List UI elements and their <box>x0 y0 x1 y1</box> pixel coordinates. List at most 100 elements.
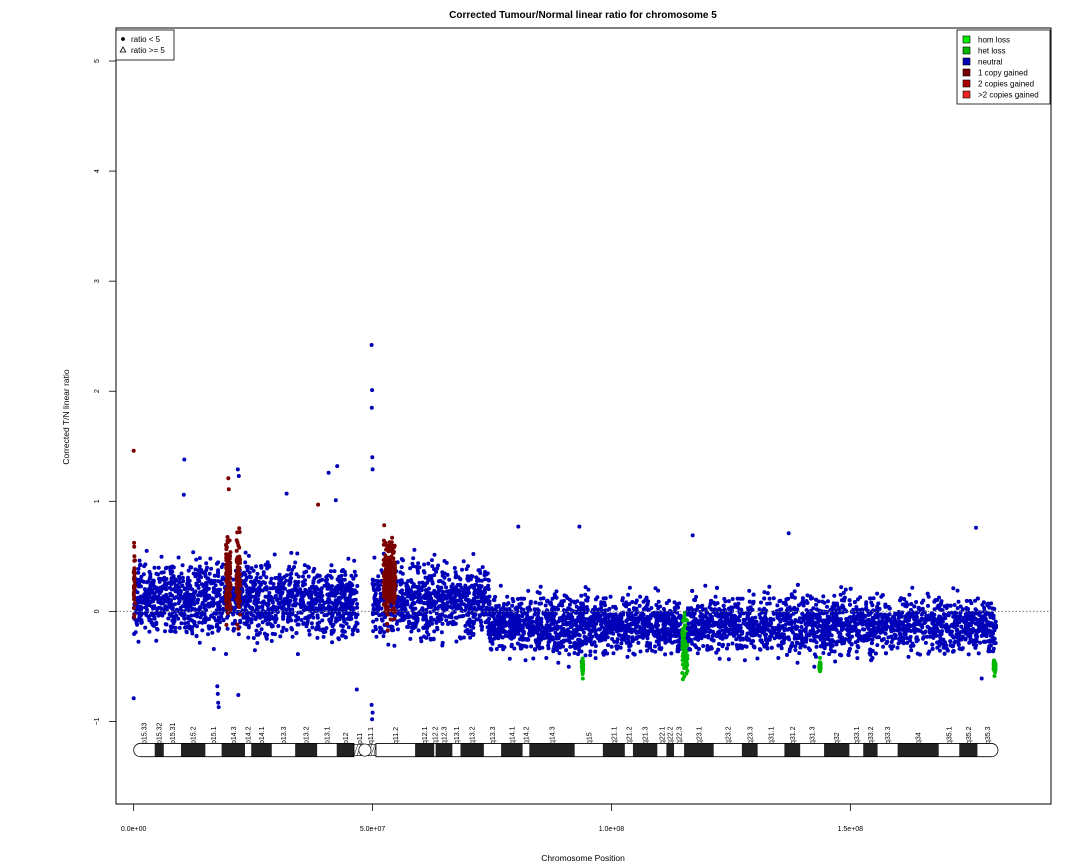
data-point <box>479 578 484 583</box>
data-point <box>653 644 657 649</box>
data-point <box>672 615 677 620</box>
data-point <box>468 604 473 609</box>
data-point <box>263 594 268 599</box>
data-point <box>895 645 900 650</box>
data-point <box>581 618 585 623</box>
data-point <box>622 631 627 636</box>
data-point <box>556 607 561 612</box>
data-point <box>396 627 400 632</box>
data-point <box>322 601 327 605</box>
data-point <box>376 587 381 592</box>
data-point <box>197 620 202 625</box>
data-point <box>145 580 149 585</box>
data-point <box>399 595 404 600</box>
data-point <box>179 621 184 626</box>
data-point <box>345 582 349 587</box>
data-point <box>330 584 334 589</box>
data-point <box>372 555 377 560</box>
data-point <box>590 616 595 621</box>
data-point <box>178 605 183 610</box>
data-point <box>661 607 666 611</box>
data-point <box>245 618 250 623</box>
data-point <box>320 618 325 623</box>
data-point <box>256 623 261 628</box>
data-point <box>645 636 650 641</box>
data-point <box>207 571 212 576</box>
data-point <box>423 592 428 597</box>
data-point <box>301 621 306 626</box>
data-point <box>379 606 384 611</box>
data-point <box>555 624 560 629</box>
data-point <box>176 616 181 621</box>
data-point <box>422 570 427 575</box>
data-point <box>290 607 295 612</box>
data-point <box>447 577 452 582</box>
data-point <box>231 627 236 632</box>
data-point <box>670 640 675 645</box>
data-point <box>329 575 334 580</box>
data-point <box>588 653 593 658</box>
data-point <box>650 648 655 653</box>
data-point <box>436 563 441 568</box>
data-point <box>678 613 683 618</box>
data-point <box>314 591 319 596</box>
data-point <box>392 643 397 648</box>
data-point <box>566 633 571 638</box>
data-point <box>409 629 414 634</box>
data-point <box>328 621 333 626</box>
data-point <box>315 621 320 626</box>
data-point <box>479 623 484 628</box>
data-point <box>186 595 191 600</box>
data-point <box>309 621 314 626</box>
data-point <box>767 584 772 589</box>
data-point <box>289 550 294 555</box>
data-point <box>302 563 307 568</box>
data-point <box>871 596 876 601</box>
data-point <box>217 607 222 612</box>
data-point <box>480 565 485 570</box>
data-point <box>273 593 278 598</box>
data-point <box>163 604 168 609</box>
data-point <box>686 621 691 626</box>
data-point <box>630 600 635 604</box>
data-point <box>326 573 331 578</box>
data-point <box>537 627 542 632</box>
data-point <box>401 558 405 563</box>
data-point <box>169 593 174 598</box>
data-point <box>434 611 439 616</box>
data-point <box>318 627 323 632</box>
data-point <box>562 633 567 638</box>
data-point <box>440 589 445 594</box>
data-point <box>458 582 463 587</box>
data-point <box>583 621 588 625</box>
data-point <box>155 627 160 632</box>
data-point <box>163 629 167 634</box>
data-point <box>838 609 842 614</box>
data-point <box>332 569 337 574</box>
data-point <box>553 611 558 616</box>
data-point <box>955 588 960 593</box>
data-point <box>217 626 222 631</box>
data-point <box>376 579 381 584</box>
data-point <box>684 671 689 676</box>
data-point <box>245 564 250 569</box>
data-point <box>267 591 272 595</box>
data-point <box>429 605 434 610</box>
data-point <box>653 586 658 591</box>
data-point <box>379 568 384 573</box>
data-point <box>210 625 215 630</box>
data-point <box>814 602 819 607</box>
data-point <box>289 626 294 630</box>
data-point <box>315 615 320 620</box>
data-point <box>382 630 387 635</box>
data-point <box>671 633 676 638</box>
data-point <box>247 595 252 600</box>
data-point <box>648 613 653 617</box>
data-point <box>306 564 310 569</box>
data-point <box>573 600 578 605</box>
data-point <box>428 636 433 641</box>
data-point <box>608 594 613 599</box>
data-point <box>681 636 685 641</box>
data-point <box>923 640 928 645</box>
data-point <box>568 630 573 635</box>
